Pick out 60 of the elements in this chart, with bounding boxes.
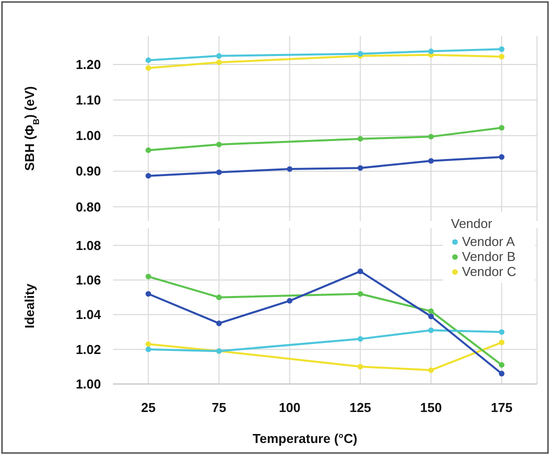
legend-label: Vendor B [462, 249, 516, 264]
y-tick-label: 1.10 [76, 92, 101, 108]
x-tick-label: 125 [349, 400, 372, 415]
x-tick-label: 150 [420, 400, 442, 415]
point [146, 57, 152, 63]
x-tick-label: 75 [212, 400, 226, 415]
point [358, 165, 364, 171]
point [498, 329, 504, 335]
point [428, 367, 434, 373]
point [498, 154, 504, 160]
y-tick-label: 1.08 [76, 238, 101, 253]
point [358, 136, 364, 142]
point [498, 124, 504, 131]
x-axis-title: Temperature (°C) [252, 431, 358, 446]
point [146, 65, 152, 71]
y-tick-label: 0.80 [76, 199, 101, 214]
y-tick-label: 1.02 [76, 342, 101, 357]
x-tick-label: 175 [490, 400, 513, 415]
y-tick-label: 1.04 [76, 307, 102, 322]
point [216, 60, 222, 66]
point [498, 340, 504, 346]
point [358, 364, 364, 370]
legend-label: Vendor A [462, 234, 516, 249]
point [358, 268, 364, 274]
point [216, 53, 222, 59]
point [498, 46, 504, 52]
point [498, 370, 504, 376]
point [428, 308, 434, 314]
point [358, 50, 364, 57]
point [146, 147, 152, 153]
x-tick-label: 25 [141, 400, 156, 415]
x-tick-label: 100 [278, 400, 301, 415]
y-tick-label: 1.20 [76, 57, 101, 72]
y-tick-label: 1.06 [76, 272, 101, 288]
y-tick-label: 1.00 [76, 376, 101, 392]
point [146, 173, 152, 179]
point [146, 341, 152, 347]
point [146, 274, 152, 280]
legend-label: Vendor C [462, 264, 516, 279]
point [216, 169, 222, 176]
point [428, 134, 434, 140]
point [216, 142, 222, 148]
point [498, 54, 504, 60]
legend-title: Vendor [451, 216, 493, 231]
point [146, 346, 152, 352]
point [428, 158, 434, 164]
point [216, 320, 222, 326]
y-tick-label: 1.00 [76, 128, 101, 144]
point [428, 48, 434, 54]
point [498, 362, 504, 368]
point [358, 336, 364, 342]
y-tick-label: 0.90 [76, 164, 101, 179]
point [286, 166, 292, 172]
point [286, 298, 292, 304]
point [428, 327, 434, 334]
point [146, 291, 152, 297]
point [216, 294, 222, 300]
point [358, 291, 364, 297]
point [428, 314, 434, 320]
y-axis-title: Ideality [22, 282, 37, 328]
